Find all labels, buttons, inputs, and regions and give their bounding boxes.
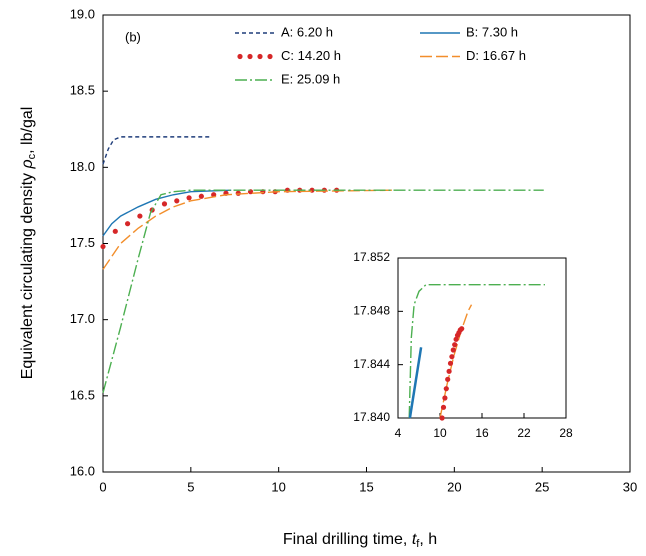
data-line [102,189,232,237]
label-part: ρ [19,159,36,169]
legend-marker [247,53,253,60]
x-tick-label: 28 [559,426,573,440]
x-tick-label: 30 [623,479,637,494]
data-point [442,395,448,401]
data-point [198,193,204,199]
data-point [450,347,456,353]
data-point [439,415,445,421]
legend-label: D: 16.67 h [466,48,526,63]
x-tick-label: 22 [517,426,531,440]
label-part: , h [419,531,437,548]
x-tick-label: 15 [359,479,373,494]
data-point [452,342,458,348]
data-line [102,189,544,393]
data-point [100,243,106,250]
legend-marker [257,53,263,60]
x-tick-label: 10 [433,426,447,440]
data-point [446,368,452,374]
legend-label: A: 6.20 h [281,24,333,39]
y-tick-label: 16.0 [70,463,95,478]
data-point [235,190,241,196]
data-point [186,195,192,201]
legend-marker [267,53,273,60]
y-tick-label: 17.5 [70,235,95,250]
label-part: f [416,538,420,550]
data-point [124,221,131,227]
y-tick-label: 17.840 [353,410,390,424]
data-point [453,336,459,342]
label-part: Final drilling time, [283,531,412,548]
x-tick-label: 20 [447,479,461,494]
y-tick-label: 17.848 [353,304,390,318]
data-point [137,213,143,219]
x-axis-label: Final drilling time, tf, h [283,531,437,550]
y-axis-label: Equivalent circulating density ρc, lb/ga… [19,107,38,380]
y-tick-label: 19.0 [70,6,95,21]
y-tick-label: 17.852 [353,250,390,264]
plot-area [102,14,631,473]
x-tick-label: 4 [395,426,402,440]
data-point [459,326,465,332]
x-tick-label: 0 [99,479,106,494]
y-tick-label: 16.5 [70,387,95,402]
data-line [102,136,212,165]
annotation: (b) [125,29,141,44]
label-part: , lb/gal [19,107,36,154]
y-tick-label: 18.0 [70,159,95,174]
data-point [174,198,180,204]
x-tick-label: 10 [271,479,285,494]
label-part: t [412,531,417,548]
data-point [445,376,451,382]
y-tick-label: 17.0 [70,311,95,326]
data-line [439,304,473,419]
legend-label: B: 7.30 h [466,24,518,39]
x-tick-label: 5 [187,479,194,494]
label-part: c [26,153,38,159]
legend-label: C: 14.20 h [281,48,341,63]
x-tick-label: 25 [535,479,549,494]
data-point [440,404,447,410]
data-point [447,360,454,366]
data-point [449,354,455,360]
data-line [408,347,423,419]
y-tick-label: 18.5 [70,83,95,98]
plot-area [397,257,567,419]
data-point [443,386,449,392]
x-tick-label: 16 [475,426,489,440]
y-tick-label: 17.844 [353,357,390,371]
data-point [112,228,118,234]
legend-marker [237,53,243,60]
label-part: Equivalent circulating density [19,169,36,380]
data-line [408,283,545,419]
data-point [161,201,168,207]
data-line [102,189,396,270]
legend-label: E: 25.09 h [281,71,340,86]
